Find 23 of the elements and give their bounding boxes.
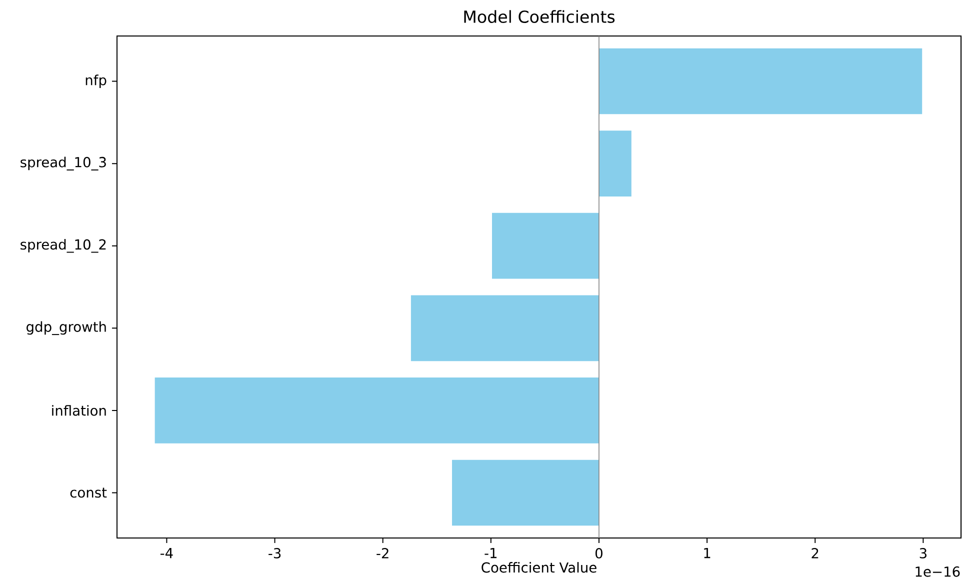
x-tick-label: -1 — [484, 548, 497, 558]
x-axis-title: Coefficient Value — [482, 562, 596, 573]
x-tick-label: 2 — [812, 548, 818, 558]
chart-title: Model Coefficients — [464, 10, 615, 23]
y-tick-label: spread_10_2 — [20, 238, 106, 253]
text: 1e−16 — [916, 566, 960, 577]
x-tick-label: -2 — [376, 548, 388, 558]
x-tick-label: 3 — [920, 548, 926, 558]
bar — [154, 378, 599, 444]
y-tick-label: const — [70, 488, 107, 498]
bar — [598, 48, 922, 114]
y-tick-label: inflation — [52, 405, 106, 416]
y-tick-label: spread_10_3 — [20, 156, 106, 170]
x-tick-label: 1 — [704, 548, 710, 558]
bar — [452, 460, 599, 526]
bar — [492, 212, 599, 279]
y-tick-label: nfp — [86, 74, 106, 88]
bar — [598, 130, 632, 196]
x-tick-label: -4 — [160, 548, 173, 558]
bar — [410, 295, 599, 362]
y-tick-label: gdp_growth — [26, 321, 106, 336]
x-tick-label: 0 — [596, 548, 602, 558]
x-tick-label: -3 — [268, 548, 281, 558]
